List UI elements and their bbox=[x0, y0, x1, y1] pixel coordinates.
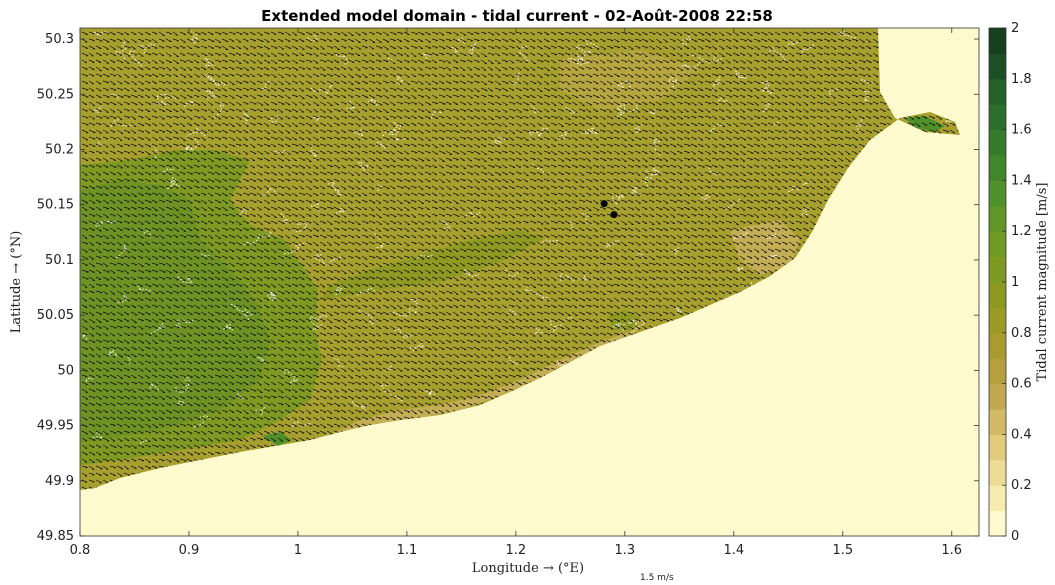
station-markers bbox=[600, 200, 618, 219]
colorbar-tick-label: 1.6 bbox=[1011, 123, 1032, 138]
x-tick-label: 0.8 bbox=[70, 543, 91, 558]
colorbar-tick-label: 0.8 bbox=[1011, 326, 1032, 341]
colorbar-tick-label: 0.4 bbox=[1011, 427, 1032, 442]
y-tick-label: 50 bbox=[57, 363, 74, 378]
colorbar-tick-label: 0.6 bbox=[1011, 377, 1032, 392]
colorbar-level bbox=[989, 282, 1006, 308]
colorbar-level bbox=[989, 155, 1006, 181]
y-axis-label: Latitude → (°N) bbox=[9, 231, 24, 334]
colorbar-tick-label: 2 bbox=[1011, 21, 1019, 36]
colorbar-label: Tidal current magnitude [m/s] bbox=[1035, 183, 1050, 382]
colorbar-tick-label: 1.8 bbox=[1011, 72, 1032, 87]
y-tick-label: 49.85 bbox=[37, 529, 74, 544]
y-tick-label: 49.9 bbox=[45, 474, 74, 489]
colorbar-level bbox=[989, 256, 1006, 283]
x-axis-label: Longitude → (°E) bbox=[472, 561, 584, 576]
sea-headland-dark bbox=[262, 432, 292, 446]
colorbar: 0 0.2 0.4 0.6 0.8 1 1.2 1.4 1.6 1.8 2 bbox=[988, 21, 1032, 544]
x-tick-label: 1.2 bbox=[506, 543, 527, 558]
colorbar-level bbox=[989, 332, 1006, 359]
x-tick-label: 1 bbox=[294, 543, 302, 558]
x-tick-label: 1.3 bbox=[615, 543, 636, 558]
x-tick-label: 1.1 bbox=[397, 543, 418, 558]
colorbar-tick-label: 1.2 bbox=[1011, 224, 1032, 239]
colorbar-tick-label: 1 bbox=[1011, 275, 1019, 290]
colorbar-level bbox=[989, 104, 1006, 131]
colorbar-level bbox=[989, 358, 1006, 385]
colorbar-tick-label: 1.4 bbox=[1011, 173, 1032, 188]
colorbar-level bbox=[989, 510, 1006, 537]
reference-vector-label: 1.5 m/s bbox=[640, 573, 674, 583]
y-tick-label: 50.3 bbox=[45, 32, 74, 47]
colorbar-level bbox=[989, 205, 1006, 232]
colorbar-level bbox=[989, 180, 1006, 207]
colorbar-tick-label: 0.2 bbox=[1011, 478, 1032, 493]
colorbar-level bbox=[989, 434, 1006, 461]
sea-mid-zone-center bbox=[320, 230, 545, 300]
y-tick-label: 50.15 bbox=[37, 198, 74, 213]
x-tick-label: 1.5 bbox=[832, 543, 853, 558]
colorbar-level bbox=[989, 459, 1006, 486]
x-tick-label: 1.4 bbox=[723, 543, 744, 558]
sea-light-zone-north bbox=[560, 50, 700, 110]
colorbar-level bbox=[989, 53, 1006, 80]
y-tick-label: 50.1 bbox=[45, 253, 74, 268]
colorbar-level bbox=[989, 231, 1006, 258]
colorbar-level bbox=[989, 485, 1006, 512]
y-tick-label: 49.95 bbox=[37, 419, 74, 434]
y-tick-label: 50.25 bbox=[37, 87, 74, 102]
y-tick-label: 50.05 bbox=[37, 308, 74, 323]
y-axis: 49.85 49.9 49.95 50 50.05 50.1 50.15 50.2 50.25 5… bbox=[37, 32, 979, 544]
colorbar-level bbox=[989, 307, 1006, 334]
colorbar-level bbox=[989, 129, 1006, 156]
colorbar-tick-label: 0 bbox=[1011, 529, 1019, 544]
station-marker bbox=[610, 211, 618, 219]
x-tick-label: 1.6 bbox=[941, 543, 962, 558]
sea-light-zone-bay bbox=[730, 220, 800, 275]
station-marker bbox=[600, 200, 608, 208]
colorbar-level bbox=[989, 78, 1006, 105]
colorbar-level bbox=[989, 28, 1006, 54]
plot-frame bbox=[79, 27, 980, 537]
x-axis: 0.8 0.9 1 1.1 1.2 1.3 1.4 1.5 1.6 bbox=[70, 28, 962, 558]
colorbar-level bbox=[989, 409, 1006, 435]
plot-area bbox=[79, 27, 980, 537]
x-tick-label: 0.9 bbox=[179, 543, 200, 558]
y-tick-label: 50.2 bbox=[45, 142, 74, 157]
colorbar-level bbox=[989, 383, 1006, 410]
chart-title: Extended model domain - tidal current - … bbox=[261, 7, 773, 25]
